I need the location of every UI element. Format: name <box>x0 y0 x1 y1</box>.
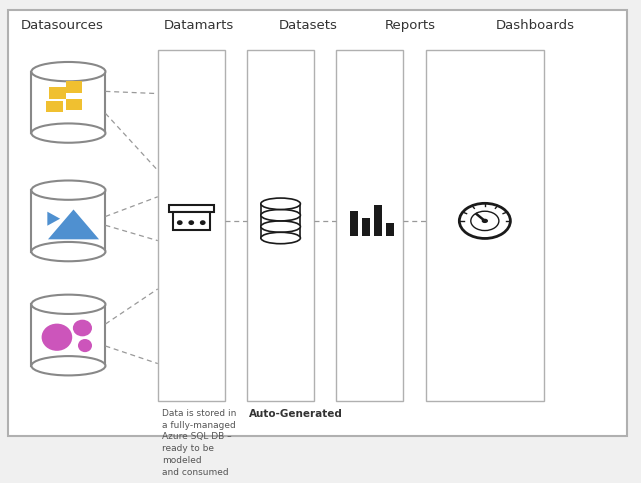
Ellipse shape <box>261 232 301 244</box>
Polygon shape <box>48 210 99 240</box>
Circle shape <box>481 219 488 223</box>
FancyBboxPatch shape <box>8 10 627 436</box>
Text: Dashboards: Dashboards <box>496 19 575 32</box>
Bar <box>261 204 301 215</box>
Bar <box>386 223 394 236</box>
Bar <box>362 218 370 236</box>
Bar <box>173 212 210 230</box>
FancyBboxPatch shape <box>46 100 63 112</box>
Ellipse shape <box>177 220 183 225</box>
Bar <box>261 215 301 227</box>
Ellipse shape <box>261 210 301 221</box>
Bar <box>337 50 403 401</box>
Bar <box>349 211 358 236</box>
Circle shape <box>460 203 510 239</box>
Ellipse shape <box>42 324 72 351</box>
Ellipse shape <box>31 181 105 200</box>
Bar <box>374 205 382 236</box>
FancyBboxPatch shape <box>66 81 83 93</box>
Bar <box>31 71 105 133</box>
Text: Datamarts: Datamarts <box>164 19 235 32</box>
FancyBboxPatch shape <box>49 87 66 99</box>
Text: Datasources: Datasources <box>21 19 103 32</box>
Circle shape <box>470 211 499 230</box>
Text: Datasets: Datasets <box>279 19 338 32</box>
Ellipse shape <box>31 295 105 314</box>
Ellipse shape <box>31 124 105 143</box>
Ellipse shape <box>261 198 301 210</box>
Text: Auto-Generated: Auto-Generated <box>249 409 343 419</box>
FancyBboxPatch shape <box>66 99 83 110</box>
Ellipse shape <box>200 220 206 225</box>
Bar <box>158 50 225 401</box>
Bar <box>31 190 105 252</box>
Bar <box>169 205 213 212</box>
Bar <box>426 50 544 401</box>
Bar <box>247 50 314 401</box>
Ellipse shape <box>78 339 92 352</box>
Ellipse shape <box>31 242 105 261</box>
Ellipse shape <box>73 320 92 336</box>
Bar <box>261 227 301 238</box>
Ellipse shape <box>31 356 105 375</box>
Polygon shape <box>47 212 60 226</box>
Bar <box>31 304 105 366</box>
Ellipse shape <box>188 220 194 225</box>
Ellipse shape <box>31 62 105 81</box>
Text: Data is stored in
a fully-managed
Azure SQL DB –
ready to be
modeled
and consume: Data is stored in a fully-managed Azure … <box>162 409 237 477</box>
Ellipse shape <box>261 221 301 232</box>
Text: Reports: Reports <box>385 19 435 32</box>
